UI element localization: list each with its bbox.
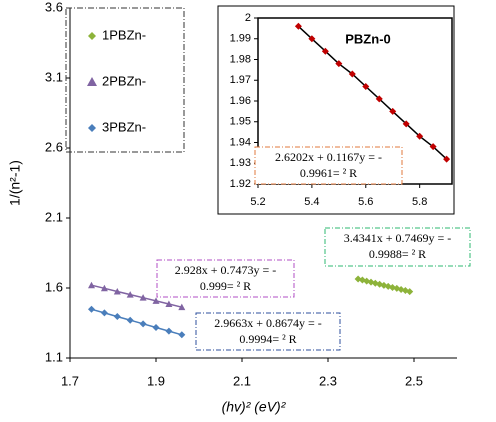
y-tick-label: 1.94 [230, 136, 251, 148]
x-tick-label: 1.7 [61, 373, 79, 388]
annotation-box [156, 259, 295, 298]
x-tick-label: 5.6 [358, 196, 373, 208]
marker [294, 22, 302, 30]
marker [335, 60, 343, 68]
marker [113, 313, 121, 321]
marker [178, 303, 186, 311]
y-tick-label: 1.6 [45, 279, 63, 294]
legend-marker [87, 77, 97, 86]
x-tick-label: 1.9 [147, 373, 165, 388]
marker [152, 323, 160, 331]
marker [362, 82, 370, 90]
annotation-text: 2.9663x + 0.8674y = - [214, 316, 322, 330]
annotation-text: 0.999= ² R [200, 279, 251, 293]
legend-marker [88, 32, 96, 40]
y-tick-label: 1.1 [45, 349, 63, 364]
y-tick-label: 1.98 [230, 53, 251, 65]
marker [126, 316, 134, 324]
legend-marker [88, 124, 96, 132]
marker [443, 155, 451, 163]
marker [402, 120, 410, 128]
annotation-text: 0.9961= ² R [300, 166, 357, 180]
y-axis-label: 1/(n²-1) [7, 160, 23, 206]
y-tick-label: 2.6 [45, 139, 63, 154]
marker [88, 305, 95, 313]
y-tick-label: 2.1 [45, 209, 63, 224]
marker [348, 70, 356, 78]
marker [126, 291, 134, 298]
x-tick-label: 2.5 [405, 373, 423, 388]
annotation-text: 2.928x + 0.7473y = - [175, 263, 277, 277]
marker [139, 320, 147, 328]
annotation-text: 0.9988= ² R [369, 247, 426, 261]
y-tick-label: 1.95 [230, 116, 251, 128]
trendline [297, 25, 448, 160]
marker [429, 143, 437, 151]
marker [308, 35, 316, 43]
legend-label: 2PBZn- [102, 73, 146, 88]
chart-title: PBZn-0 [345, 31, 391, 46]
x-tick-label: 2.1 [233, 373, 251, 388]
y-tick-label: 1.93 [230, 157, 251, 169]
annotation-text: 3.4341x + 0.7469y = - [344, 231, 452, 245]
marker [165, 300, 173, 307]
x-axis-label: (hv)² (eV)² [222, 399, 287, 415]
marker [152, 297, 160, 304]
y-tick-label: 2 [245, 12, 251, 24]
y-tick-label: 3.6 [45, 0, 63, 14]
y-tick-label: 1.99 [230, 33, 251, 45]
marker [178, 331, 186, 339]
legend-box [65, 7, 185, 153]
marker [100, 284, 108, 292]
marker [389, 107, 397, 115]
annotation-box [195, 312, 341, 351]
annotation-text: 0.9994= ² R [239, 332, 296, 346]
marker [375, 95, 383, 103]
marker [100, 309, 108, 317]
marker [88, 281, 95, 289]
legend-label: 1PBZn- [102, 27, 146, 42]
x-tick-label: 5.2 [250, 196, 265, 208]
marker [406, 288, 414, 296]
annotation-text: 2.6202x + 0.1167y = - [275, 150, 382, 164]
y-tick-label: 1.92 [230, 178, 251, 190]
marker [139, 294, 147, 301]
legend-label: 3PBZn- [102, 119, 146, 134]
marker [165, 327, 173, 335]
annotation-box [254, 146, 403, 185]
marker [416, 132, 424, 140]
x-tick-label: 5.8 [412, 196, 427, 208]
y-tick-label: 1.96 [230, 95, 251, 107]
x-tick-label: 2.3 [319, 373, 337, 388]
marker [321, 47, 329, 55]
x-tick-label: 5.4 [304, 196, 319, 208]
annotation-box [324, 227, 471, 267]
y-tick-label: 1.97 [230, 74, 251, 86]
y-tick-label: 3.1 [45, 69, 63, 84]
marker [113, 288, 121, 295]
